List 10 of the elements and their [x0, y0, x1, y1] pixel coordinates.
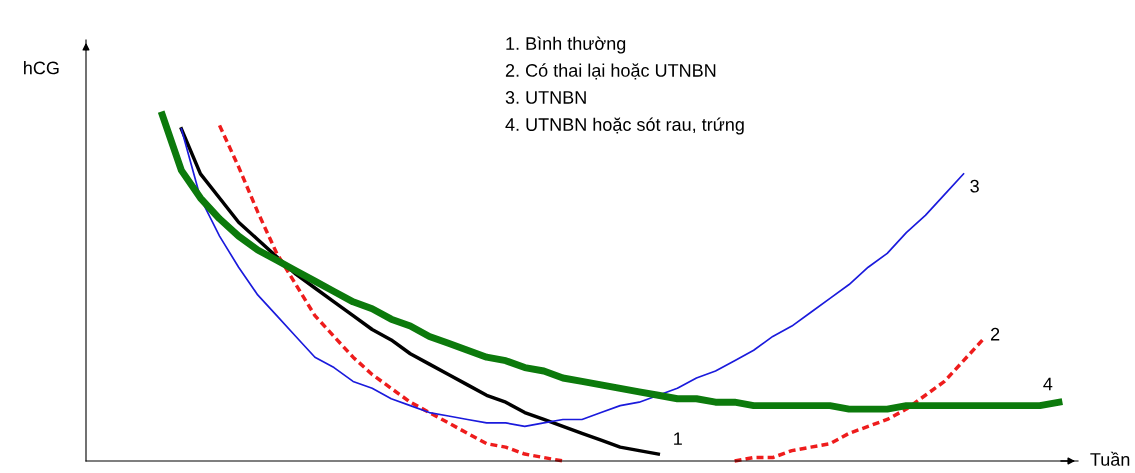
series-label: 1 — [674, 432, 682, 445]
annotation: 4. UTNBN hoặc sót rau, trứng — [505, 117, 744, 135]
text: 3. UTNBN — [505, 91, 586, 104]
x-axis-title: Tuần — [1090, 451, 1130, 466]
text: 2. Có thai lại hoặc UTNBN — [505, 63, 716, 80]
text: 1. Bình thường — [506, 36, 626, 54]
y-axis-title: hCG — [24, 61, 59, 75]
series-label: 4 — [1043, 377, 1053, 391]
series-label: 2 — [991, 327, 1000, 341]
series-label: 3 — [970, 179, 979, 193]
